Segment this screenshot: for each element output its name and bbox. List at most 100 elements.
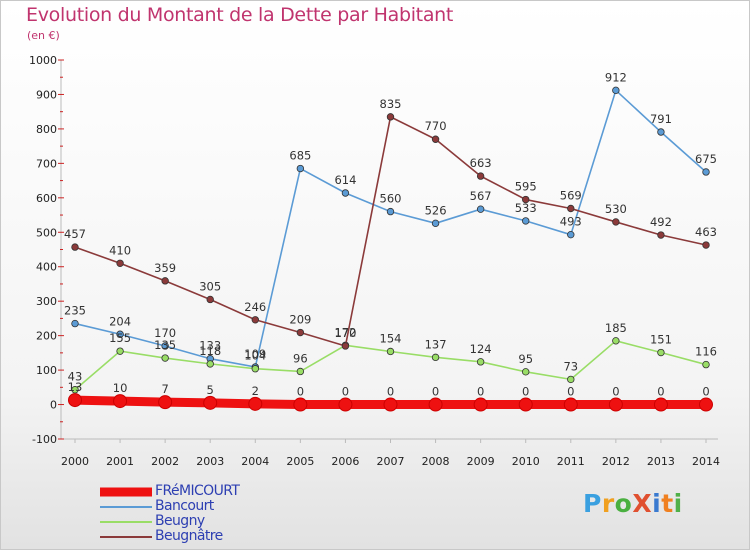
y-tick-label: 300 bbox=[36, 295, 57, 308]
data-point bbox=[161, 354, 169, 362]
data-point bbox=[386, 113, 395, 121]
data-label: 567 bbox=[470, 189, 492, 203]
data-label: 204 bbox=[109, 314, 131, 328]
x-tick-label: 2002 bbox=[151, 455, 179, 468]
data-label: 185 bbox=[605, 321, 627, 335]
x-tick-label: 2006 bbox=[331, 455, 359, 468]
data-point bbox=[431, 135, 440, 143]
data-point bbox=[608, 397, 623, 412]
data-point bbox=[341, 189, 350, 197]
data-point bbox=[113, 394, 128, 409]
data-point bbox=[431, 353, 440, 362]
data-label: 246 bbox=[244, 300, 266, 314]
legend-item-fremicourt: FRéMICOURT bbox=[100, 483, 240, 499]
data-label: 13 bbox=[68, 380, 83, 394]
data-label: 104 bbox=[244, 349, 266, 363]
x-tick-label: 2009 bbox=[467, 455, 495, 468]
legend-label: FRéMICOURT bbox=[155, 483, 240, 499]
y-tick-label: 100 bbox=[36, 364, 57, 377]
data-label: 7 bbox=[161, 382, 168, 396]
data-label: 170 bbox=[154, 326, 176, 340]
data-point bbox=[563, 397, 578, 412]
data-label: 95 bbox=[518, 352, 533, 366]
series-line-3 bbox=[74, 116, 707, 347]
x-tick-label: 2007 bbox=[377, 455, 405, 468]
data-point bbox=[612, 86, 620, 95]
data-point bbox=[161, 342, 169, 350]
data-label: 305 bbox=[199, 279, 221, 293]
data-label: 533 bbox=[515, 201, 537, 215]
data-point bbox=[428, 397, 443, 412]
data-label: 463 bbox=[695, 225, 717, 239]
y-tick-label: 200 bbox=[36, 330, 57, 343]
data-label: 2 bbox=[252, 384, 259, 398]
data-point bbox=[518, 397, 533, 412]
data-point bbox=[386, 347, 395, 356]
y-tick-label: 0 bbox=[50, 399, 57, 412]
data-point bbox=[431, 219, 440, 228]
legend-swatch-beugny bbox=[100, 521, 152, 523]
data-point bbox=[341, 342, 350, 350]
data-label: 0 bbox=[522, 385, 529, 399]
data-point bbox=[473, 397, 488, 412]
data-point bbox=[612, 218, 620, 226]
data-point bbox=[206, 295, 214, 304]
data-label: 410 bbox=[109, 243, 131, 257]
data-point bbox=[248, 396, 263, 411]
y-tick-label: 900 bbox=[36, 88, 57, 101]
data-point bbox=[296, 164, 305, 173]
data-point bbox=[522, 217, 530, 225]
x-tick-label: 2003 bbox=[196, 455, 224, 468]
data-point bbox=[116, 259, 124, 267]
data-label: 73 bbox=[563, 359, 578, 373]
data-label: 209 bbox=[289, 313, 311, 327]
data-label: 109 bbox=[244, 347, 266, 361]
y-tick-label: 1000 bbox=[29, 54, 57, 67]
data-point bbox=[161, 277, 169, 285]
y-tick-label: 600 bbox=[36, 192, 57, 205]
data-point bbox=[476, 358, 485, 366]
data-point bbox=[702, 360, 710, 369]
data-point bbox=[612, 337, 620, 345]
legend-item-beugnatre: Beugnâtre bbox=[100, 529, 239, 544]
data-label: 912 bbox=[605, 70, 627, 84]
x-tick-label: 2014 bbox=[692, 455, 720, 468]
data-point bbox=[567, 204, 575, 213]
legend-label: Bancourt bbox=[155, 498, 214, 514]
data-point bbox=[702, 241, 710, 249]
data-point bbox=[116, 347, 124, 355]
legend: FRéMICOURT Bancourt Beugny Beugnâtre bbox=[100, 483, 240, 544]
data-label: 124 bbox=[470, 342, 492, 356]
data-point bbox=[296, 367, 305, 376]
data-label: 569 bbox=[560, 188, 582, 202]
data-point bbox=[657, 231, 665, 239]
data-label: 172 bbox=[334, 325, 356, 339]
data-label: 135 bbox=[154, 338, 176, 352]
data-point bbox=[206, 360, 214, 368]
legend-item-bancourt: Bancourt bbox=[100, 499, 239, 514]
data-point bbox=[476, 172, 485, 180]
data-label: 5 bbox=[207, 383, 214, 397]
legend-swatch-beugnatre bbox=[100, 536, 152, 538]
chart-title: Evolution du Montant de la Dette par Hab… bbox=[26, 4, 454, 26]
y-tick-label: -100 bbox=[32, 433, 57, 446]
x-tick-label: 2004 bbox=[241, 455, 269, 468]
data-label: 10 bbox=[113, 381, 128, 395]
data-label: 0 bbox=[432, 385, 439, 399]
data-label: 137 bbox=[425, 337, 447, 351]
data-label: 43 bbox=[68, 370, 83, 384]
data-point bbox=[251, 316, 259, 324]
x-tick-label: 2008 bbox=[422, 455, 450, 468]
data-point bbox=[567, 375, 575, 384]
x-tick-label: 2012 bbox=[602, 455, 630, 468]
data-label: 154 bbox=[380, 331, 402, 345]
data-point bbox=[68, 393, 82, 408]
legend-label: Beugny bbox=[155, 513, 205, 529]
data-label: 770 bbox=[425, 119, 447, 133]
legend-item-beugny: Beugny bbox=[100, 514, 239, 529]
x-tick-label: 2001 bbox=[106, 455, 134, 468]
data-label: 614 bbox=[334, 173, 356, 187]
data-point bbox=[203, 395, 218, 410]
data-point bbox=[522, 195, 530, 204]
